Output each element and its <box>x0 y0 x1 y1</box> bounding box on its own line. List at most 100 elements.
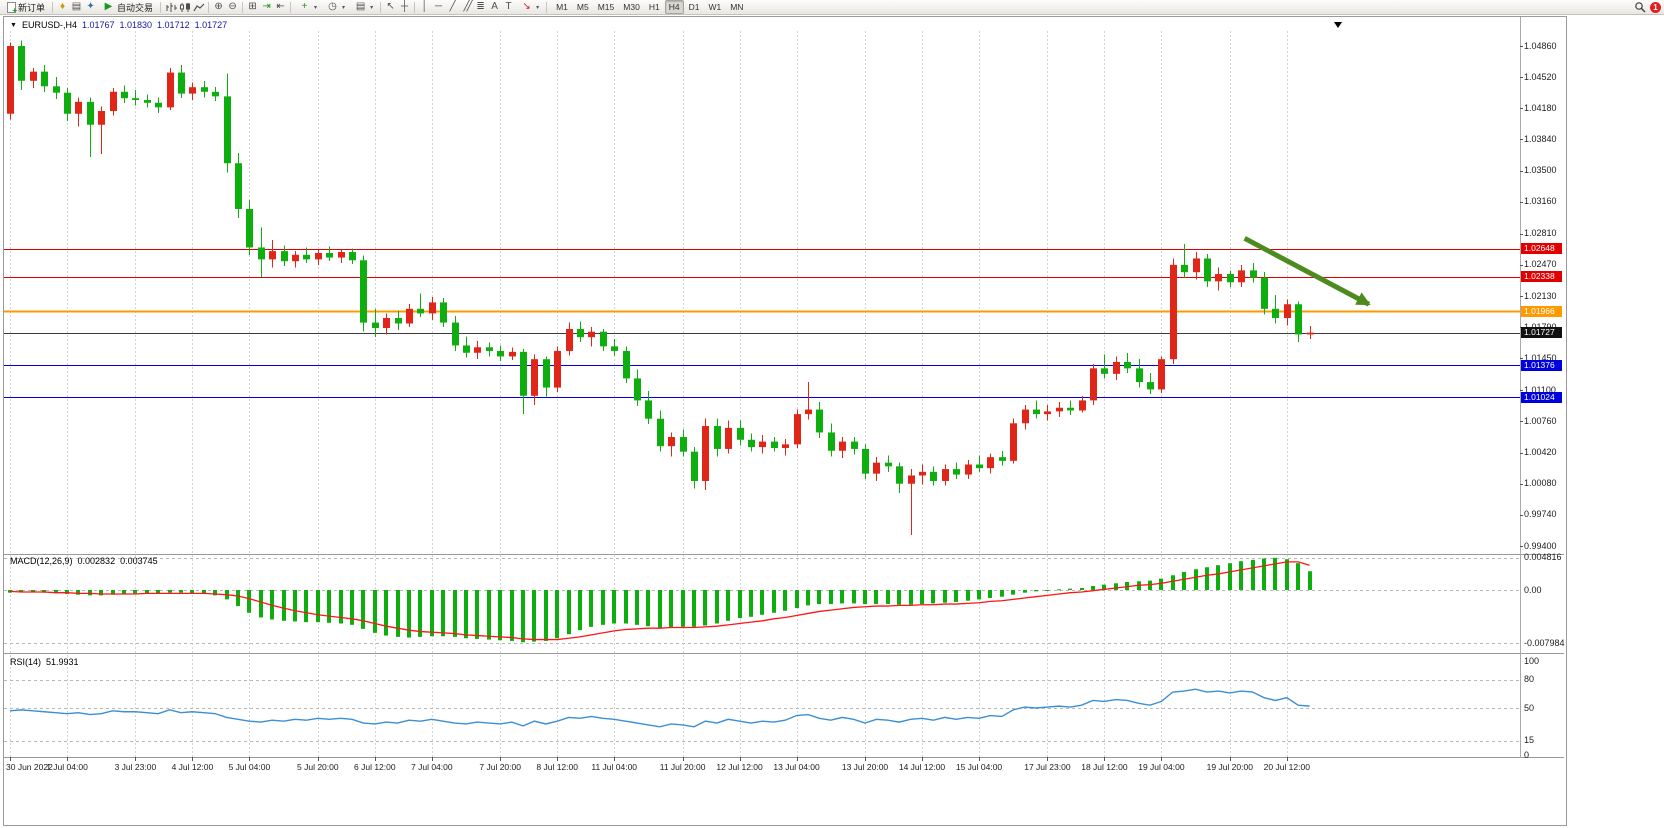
macd-tick-label: 0.00 <box>1524 584 1542 595</box>
macd-signal-line <box>9 561 1310 641</box>
price-tick-label: 1.03160 <box>1524 196 1557 207</box>
arrows-tool-button[interactable]: ↘ ▾ <box>516 0 543 15</box>
price-level-lines[interactable] <box>4 249 1520 398</box>
indicators-button[interactable]: + ▾ <box>294 0 321 15</box>
market-watch-icon[interactable]: ♦ <box>59 1 66 12</box>
price-level-badge: 1.02338 <box>1521 271 1562 283</box>
toolbar-separator <box>290 1 292 13</box>
price-tick-label: 1.04860 <box>1524 40 1557 51</box>
price-level-badge: 1.01376 <box>1521 359 1562 371</box>
time-tick-label: 15 Jul 04:00 <box>955 762 1003 772</box>
macd-indicator-label: MACD(12,26,9) 0.002832 0.003745 <box>10 556 158 566</box>
ohlc-low: 1.01712 <box>157 20 190 30</box>
candlestick-chart-icon[interactable] <box>178 1 191 14</box>
navigator-icon[interactable]: ✦ <box>86 1 95 12</box>
price-tick-label: 1.00760 <box>1524 415 1557 426</box>
chart-canvas[interactable] <box>4 17 1564 823</box>
time-tick-label: 13 Jul 20:00 <box>841 762 889 772</box>
timeframe-h1[interactable]: H1 <box>648 2 660 12</box>
annotation-arrow[interactable] <box>1243 236 1371 307</box>
chevron-down-icon: ▾ <box>536 4 540 11</box>
timeframe-m1[interactable]: M1 <box>556 2 568 12</box>
time-tick-label: 19 Jul 04:00 <box>1138 762 1185 772</box>
toolbar-separator <box>242 1 244 13</box>
time-tick-label: 11 Jul 04:00 <box>591 762 638 772</box>
chart-title: ▼ EURUSD-,H4 1.01767 1.01830 1.01712 1.0… <box>10 20 227 30</box>
time-tick-label: 30 Jun 2022 <box>6 762 53 772</box>
ohlc-high: 1.01830 <box>119 20 153 30</box>
tile-windows-icon[interactable]: ⊞ <box>248 1 257 12</box>
time-tick-label: 1 Jul 04:00 <box>46 762 88 772</box>
data-window-icon[interactable]: ▤ <box>71 1 82 12</box>
bar-chart-icon[interactable] <box>164 1 177 14</box>
symbol-dropdown-caret-icon[interactable]: ▼ <box>10 21 17 29</box>
timeframe-mn[interactable]: MN <box>730 2 744 12</box>
new-order-button[interactable]: 新订单 <box>3 0 49 15</box>
price-level-badge: 1.02648 <box>1521 243 1562 255</box>
price-tick-label: 1.02810 <box>1524 228 1557 239</box>
autotrading-play-icon: ▶ <box>104 1 113 12</box>
auto-scroll-icon[interactable]: ⇥ <box>262 1 271 12</box>
time-tick-label: 8 Jul 12:00 <box>536 762 578 772</box>
chart-shift-icon[interactable]: ⇤ <box>276 1 285 12</box>
price-tick-label: 0.99740 <box>1524 509 1557 520</box>
time-tick-label: 5 Jul 20:00 <box>297 762 339 772</box>
ohlc-values: 1.01767 1.01830 1.01712 1.01727 <box>82 20 227 30</box>
time-tick-label: 20 Jul 12:00 <box>1263 762 1310 772</box>
macd-tick-label: 0.004816 <box>1524 552 1562 563</box>
chart-shift-marker[interactable] <box>1334 22 1342 28</box>
macd-histogram <box>8 557 1312 643</box>
time-tick-label: 19 Jul 20:00 <box>1206 762 1253 772</box>
macd-name: MACD(12,26,9) <box>10 556 73 566</box>
timeframe-d1[interactable]: D1 <box>688 2 700 12</box>
toolbar-separator <box>546 1 548 13</box>
line-chart-icon[interactable] <box>192 1 205 14</box>
templates-button[interactable]: ▤ ▾ <box>350 0 377 15</box>
search-icon[interactable] <box>1633 1 1646 14</box>
time-tick-label: 5 Jul 04:00 <box>228 762 271 772</box>
new-order-icon <box>7 1 17 15</box>
toolbar-right-group: 1 <box>1633 1 1661 14</box>
time-tick-label: 12 Jul 12:00 <box>716 762 763 772</box>
macd-tick-label: -0.007984 <box>1524 637 1565 648</box>
timeframe-w1[interactable]: W1 <box>708 2 722 12</box>
time-tick-label: 11 Jul 20:00 <box>659 762 706 772</box>
new-order-label: 新订单 <box>18 2 46 13</box>
channel-tool-icon[interactable]: ╱╱ <box>463 1 473 12</box>
symbol-title: EURUSD-,H4 <box>21 20 77 30</box>
cursor-icon[interactable]: ↖ <box>386 1 395 12</box>
trendline-tool-icon[interactable]: ╱ <box>449 1 456 12</box>
horizontal-line-tool-icon[interactable]: ─ <box>435 1 443 12</box>
crosshair-icon[interactable]: ┼ <box>401 1 409 12</box>
periods-button[interactable]: ◷ ▾ <box>322 0 349 15</box>
time-tick-label: 18 Jul 12:00 <box>1081 762 1128 772</box>
price-tick-label: 1.04180 <box>1524 102 1557 113</box>
indicators-icon: + <box>301 1 308 12</box>
chevron-down-icon: ▾ <box>314 4 318 11</box>
price-tick-label: 1.01450 <box>1524 352 1557 363</box>
timeframe-m15[interactable]: M15 <box>597 2 615 12</box>
zoom-in-icon[interactable]: ⊕ <box>214 1 223 12</box>
price-tick-label: 1.03840 <box>1524 133 1557 144</box>
timeframe-m30[interactable]: M30 <box>623 2 640 12</box>
rsi-tick-label: 100 <box>1524 655 1540 666</box>
rsi-indicator-label: RSI(14) 51.9931 <box>10 657 79 667</box>
zoom-out-icon[interactable]: ⊖ <box>228 1 237 12</box>
vertical-line-tool-icon[interactable]: │ <box>421 1 428 12</box>
time-tick-label: 3 Jul 23:00 <box>114 762 157 772</box>
arrow-tool-icon: ↘ <box>522 1 531 12</box>
timeframe-m5[interactable]: M5 <box>576 2 589 12</box>
timeframe-h4[interactable]: H4 <box>664 0 684 14</box>
price-tick-label: 1.03500 <box>1524 165 1557 176</box>
toolbar-separator <box>414 1 416 13</box>
autotrading-button[interactable]: ▶ 自动交易 <box>98 0 157 15</box>
toolbar-separator <box>208 1 210 13</box>
rsi-tick-label: 15 <box>1524 735 1535 746</box>
rsi-tick-label: 80 <box>1524 674 1535 685</box>
label-tool-icon[interactable]: T <box>505 1 512 12</box>
price-tick-label: 1.02130 <box>1524 290 1557 301</box>
text-tool-icon[interactable]: A <box>491 1 498 12</box>
price-tick-label: 1.04520 <box>1524 71 1557 82</box>
notification-badge[interactable]: 1 <box>1650 1 1661 13</box>
fibonacci-tool-icon[interactable]: ≣ <box>476 1 485 12</box>
